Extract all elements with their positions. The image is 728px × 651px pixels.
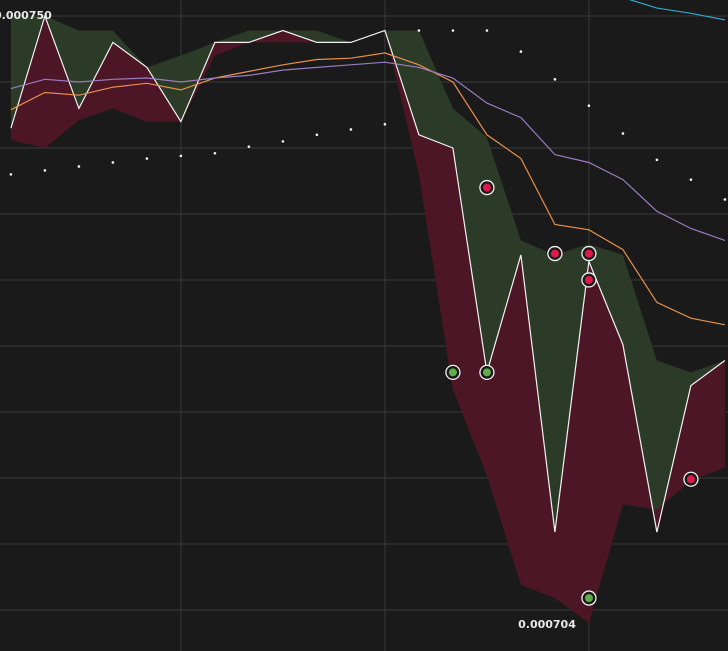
dot xyxy=(145,157,149,160)
signal-marker-dot xyxy=(448,368,457,377)
signal-marker-dot xyxy=(584,249,593,258)
dot xyxy=(519,50,523,53)
dot xyxy=(281,140,285,143)
band-area xyxy=(10,16,725,533)
dot xyxy=(383,122,387,126)
signal-marker-dot xyxy=(584,275,593,284)
dot xyxy=(723,198,727,201)
dot xyxy=(451,29,455,32)
dot xyxy=(77,165,81,168)
signal-marker-dot xyxy=(550,249,559,258)
dot xyxy=(213,151,217,155)
dot xyxy=(485,29,489,32)
line xyxy=(10,61,726,241)
dot xyxy=(111,161,115,164)
signal-marker-dot xyxy=(584,594,593,603)
dot xyxy=(587,104,591,108)
dot xyxy=(553,78,557,81)
dot xyxy=(417,29,421,32)
line xyxy=(10,14,726,533)
dot xyxy=(179,154,183,158)
signal-marker-dot xyxy=(482,183,491,192)
price-label: 0.000704 xyxy=(518,618,576,631)
signal-marker-dot xyxy=(686,475,695,484)
dot xyxy=(689,178,693,181)
dot xyxy=(9,173,13,176)
price-label: 0.000750 xyxy=(0,9,52,22)
line xyxy=(628,0,726,21)
band-area xyxy=(10,16,725,624)
dot xyxy=(247,145,251,148)
dot xyxy=(621,132,625,135)
dot xyxy=(349,128,353,131)
dot xyxy=(655,158,659,162)
dot xyxy=(43,169,47,172)
signal-marker-dot xyxy=(482,368,491,377)
dot xyxy=(315,133,319,137)
line xyxy=(10,52,726,326)
